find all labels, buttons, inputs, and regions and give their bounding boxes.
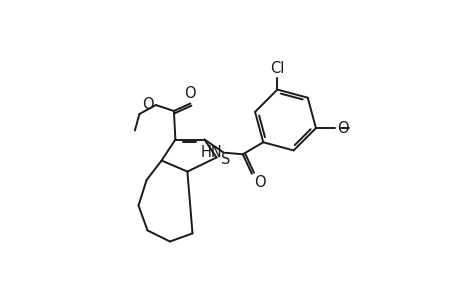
Text: O: O <box>184 85 196 100</box>
Text: S: S <box>221 152 230 167</box>
Text: O: O <box>142 97 154 112</box>
Text: Cl: Cl <box>269 61 284 76</box>
Text: O: O <box>336 121 347 136</box>
Text: O: O <box>253 175 265 190</box>
Text: HN: HN <box>200 145 222 160</box>
